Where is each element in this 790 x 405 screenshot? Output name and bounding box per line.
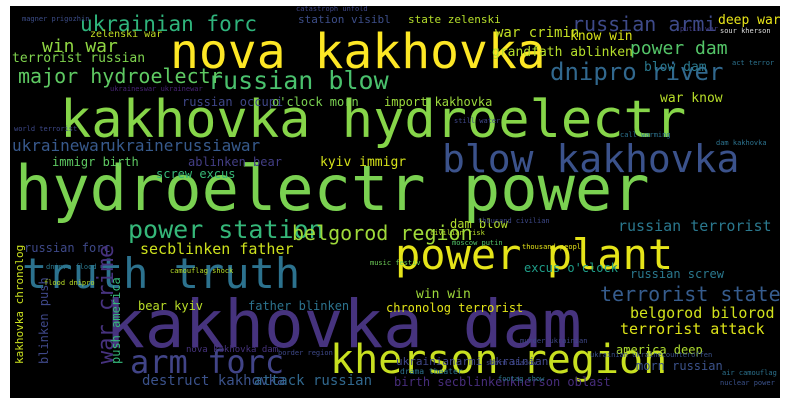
word: flood dnipro (44, 279, 95, 287)
word: ukrainerussiawar (106, 136, 261, 155)
word: world terrorist (14, 125, 78, 133)
word: russian screw (630, 267, 724, 281)
word: father blinken (248, 299, 350, 313)
word: russian armi (572, 12, 717, 36)
word: ukrainewar (12, 136, 109, 155)
word: russian occupi (182, 95, 284, 109)
word: dam kakhovka (716, 139, 767, 147)
word: sour kherson (720, 27, 771, 35)
word: nuclear power (720, 379, 775, 387)
word: camouflag shock (170, 267, 234, 275)
word: state zelenski (408, 13, 501, 26)
word: station visibl (298, 13, 391, 26)
word: ablinken bear (188, 155, 282, 169)
word: drama theater (400, 367, 463, 376)
word: deep war (718, 13, 780, 28)
word: footag show (498, 375, 545, 383)
word: hydroelectr power (15, 152, 650, 225)
word: act terror (732, 59, 775, 67)
word: belgorod bilorod (630, 304, 775, 322)
word: kakhovka dam (105, 286, 582, 363)
word: war know (660, 91, 723, 106)
word: civilian risk (430, 229, 485, 237)
word: win win (416, 287, 471, 302)
word: terrorist state (600, 282, 780, 306)
word: nova kakhovka (170, 24, 546, 80)
word: murder ukrainian (520, 337, 588, 345)
word: still water (454, 117, 501, 125)
word: bear kyiv (138, 299, 204, 313)
word: know win (570, 29, 633, 44)
word: major hydroelectr (18, 64, 223, 88)
word: thousand civilian (478, 217, 550, 225)
word: chronolog terrorist (386, 301, 524, 315)
word: storm shadow (486, 359, 537, 367)
word: power dam (630, 38, 728, 59)
word: screw excus (156, 167, 236, 181)
word: thousand peopl (522, 243, 582, 251)
word: immigr birth (52, 155, 139, 169)
word: arm forc (130, 343, 285, 381)
word: win war (42, 36, 118, 57)
word: ukrainian forc (80, 12, 258, 36)
word: belgorod region (292, 221, 473, 245)
word: dnipro river (550, 58, 724, 86)
word: kakhovka hydroelectr (60, 90, 687, 150)
word-cloud: kakhovka dam hydroelectr power kakhovka … (10, 6, 780, 398)
word: border region (278, 349, 333, 357)
word: kyiv immigr (320, 155, 407, 170)
word: dam blow (450, 217, 508, 231)
word: call warming (620, 131, 671, 139)
word: zelenski war (90, 29, 163, 40)
word: power plant (395, 230, 674, 279)
word: secblinken father (140, 240, 294, 258)
word: excus o'clock (524, 261, 618, 275)
word: terrorist russian (12, 51, 146, 66)
word: terrorist attack (620, 320, 765, 338)
word: truth truth (22, 249, 301, 298)
word: russian terrorist (618, 217, 772, 235)
word: russian forc (24, 241, 111, 255)
word: import kakhovka (384, 95, 493, 109)
word: nova kakhovka dam (186, 345, 279, 355)
word: ukrainianarmi ukrainian (396, 355, 549, 368)
word: russian blow (208, 66, 389, 95)
word: morn russian (636, 359, 723, 373)
word: war crimin (495, 25, 580, 41)
word: air camouflag (722, 369, 777, 377)
word: kakhovka chronolog (13, 244, 26, 364)
word: birth secblinkenkherson oblast (394, 375, 611, 389)
word: destruct kakhovka (142, 373, 286, 389)
word: kherson region (330, 337, 668, 383)
word: america deep (616, 343, 703, 357)
word: grandfath ablinken (492, 45, 633, 60)
word: ukraineswar ukrainewar (110, 85, 203, 93)
word: ukrainian ukrainecounteroffen (590, 351, 713, 359)
word: o'clock morn (272, 95, 359, 109)
word: push america (109, 277, 123, 364)
word: putin war (680, 25, 718, 33)
word: moscow putin (452, 239, 503, 247)
word: dnipro flood (46, 263, 97, 271)
word: magner prigozhin (22, 15, 90, 23)
word: blinken push (37, 277, 51, 364)
word: blow dam (644, 60, 707, 75)
word: attack russian (254, 373, 373, 389)
word: catastroph unfold (296, 6, 368, 13)
word: power station (128, 215, 324, 244)
word: blow kakhovka (442, 137, 740, 181)
word: music festiv (370, 259, 421, 267)
